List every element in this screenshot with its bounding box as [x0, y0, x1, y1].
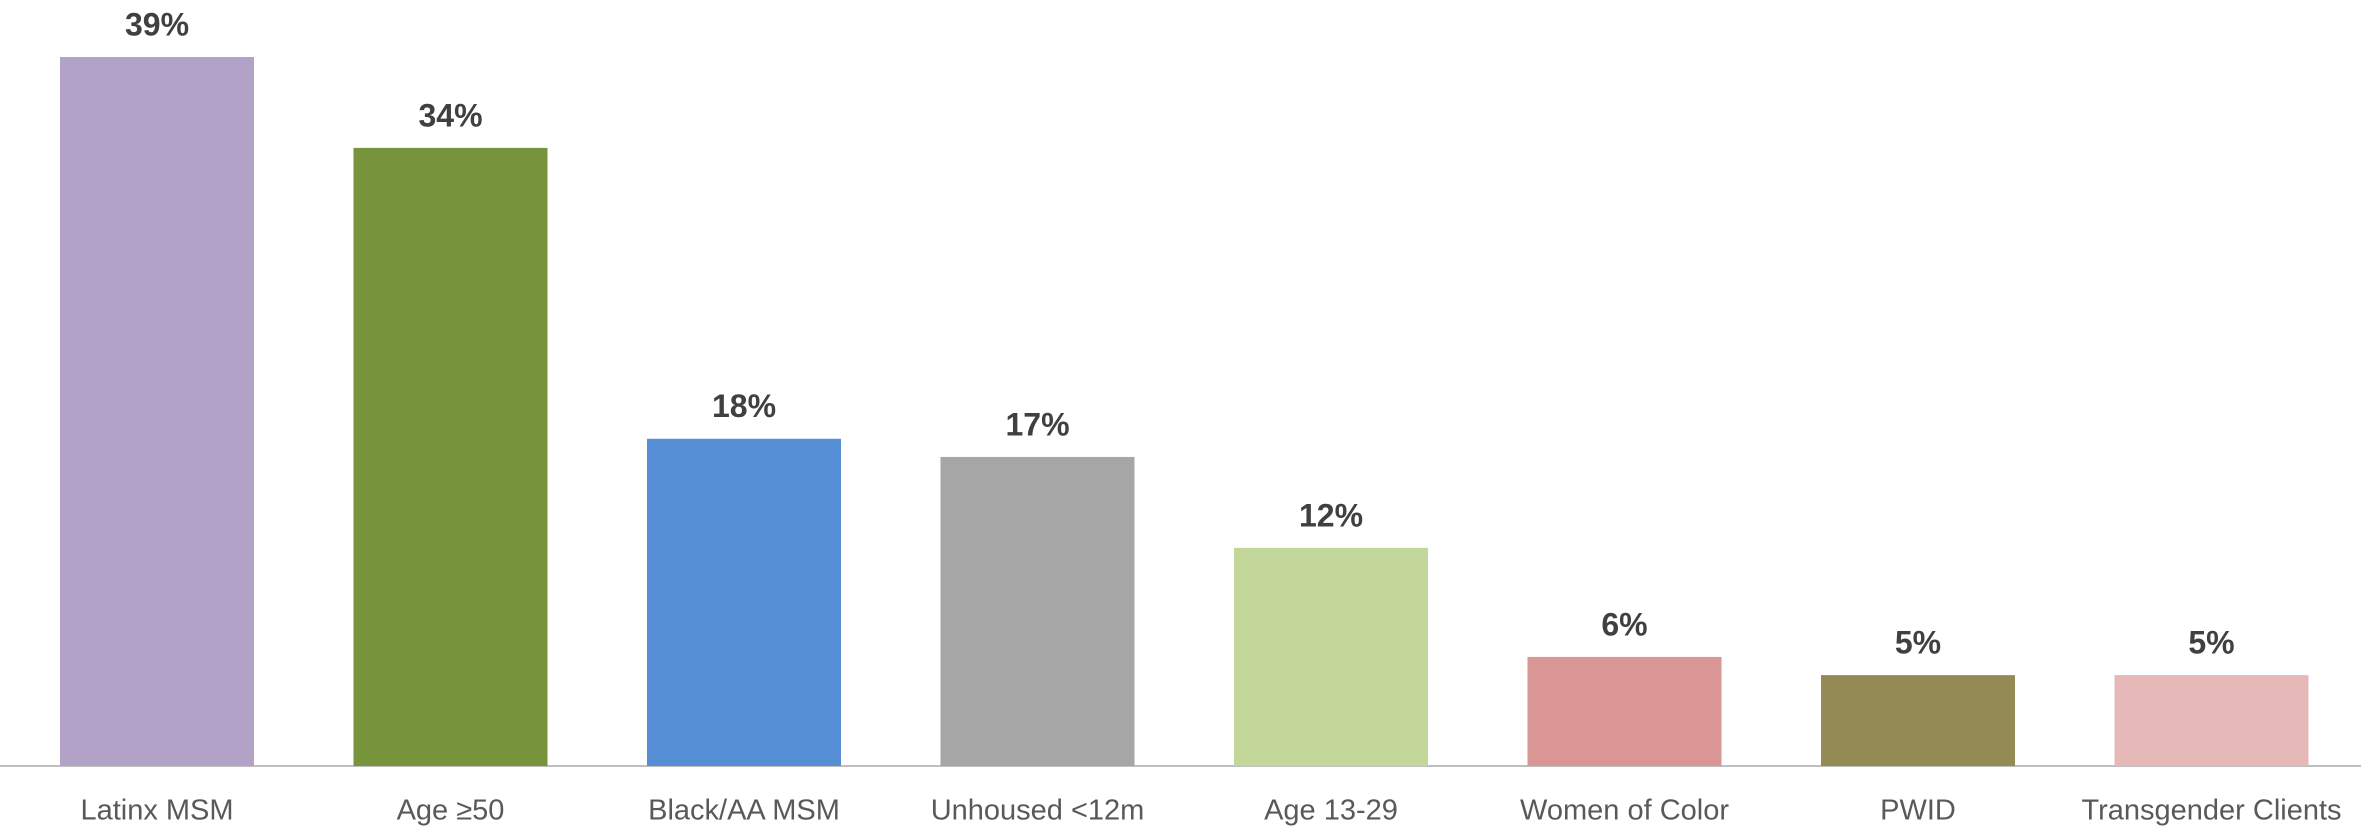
value-label: 39% [125, 6, 189, 42]
bar [1527, 656, 1722, 766]
x-tick-label: Unhoused <12m [931, 795, 1145, 827]
x-tick-label: PWID [1880, 795, 1956, 827]
bar [647, 438, 841, 766]
x-tick-label: Transgender Clients [2081, 795, 2341, 827]
x-tick-label: Age ≥50 [397, 795, 505, 827]
value-label: 34% [418, 97, 482, 133]
value-label: 5% [2188, 625, 2234, 661]
bar [940, 456, 1135, 766]
value-label: 6% [1601, 606, 1647, 642]
x-tick-label: Black/AA MSM [648, 795, 840, 827]
x-tick-label: Women of Color [1520, 795, 1729, 827]
value-label: 12% [1299, 497, 1363, 533]
value-label: 18% [712, 388, 776, 424]
bar [1821, 675, 2015, 766]
x-tick-label: Age 13-29 [1264, 795, 1398, 827]
bar [353, 147, 548, 766]
bar [1234, 547, 1428, 766]
x-tick-label: Latinx MSM [80, 795, 233, 827]
value-label: 17% [1005, 406, 1069, 442]
value-label: 5% [1895, 625, 1941, 661]
bar [2114, 675, 2309, 766]
bar [60, 57, 254, 766]
